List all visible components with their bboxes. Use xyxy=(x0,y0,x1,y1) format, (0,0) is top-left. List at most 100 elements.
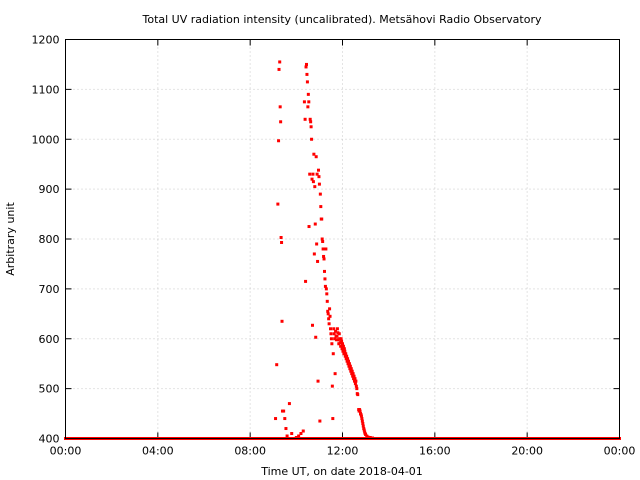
data-point xyxy=(317,182,321,186)
data-point xyxy=(285,434,289,438)
y-tick-label: 500 xyxy=(39,383,60,396)
data-point xyxy=(330,342,334,346)
data-points xyxy=(64,60,621,440)
y-tick-label: 400 xyxy=(39,433,60,446)
x-tick-label: 04:00 xyxy=(142,445,174,458)
y-tick-label: 1100 xyxy=(32,83,60,96)
data-point xyxy=(325,299,329,303)
data-point xyxy=(354,379,358,383)
data-point xyxy=(341,344,345,348)
data-point xyxy=(304,62,308,66)
data-point xyxy=(321,247,325,251)
data-point xyxy=(339,344,343,348)
data-point xyxy=(274,417,278,421)
data-point xyxy=(301,429,305,433)
data-point xyxy=(333,337,337,341)
data-point xyxy=(313,222,317,226)
data-point xyxy=(355,387,359,391)
data-point xyxy=(283,417,287,421)
data-point xyxy=(347,362,351,366)
data-point xyxy=(276,202,280,206)
data-point xyxy=(326,312,330,316)
data-point xyxy=(362,428,366,432)
data-point xyxy=(307,100,311,104)
y-tick-label: 800 xyxy=(39,233,60,246)
data-point xyxy=(337,332,341,336)
data-point xyxy=(345,354,349,358)
data-point xyxy=(328,314,332,318)
data-point xyxy=(360,419,364,423)
data-point xyxy=(316,259,320,263)
data-point xyxy=(287,402,291,406)
x-axis-label: Time UT, on date 2018-04-01 xyxy=(260,465,423,478)
data-point xyxy=(350,369,354,373)
data-point xyxy=(326,309,330,313)
data-point xyxy=(351,372,355,376)
data-point xyxy=(320,237,324,241)
data-point xyxy=(340,347,344,351)
data-point xyxy=(342,352,346,356)
data-point xyxy=(279,120,283,124)
data-point xyxy=(284,427,288,431)
data-point xyxy=(340,339,344,343)
x-tick-label: 00:00 xyxy=(604,445,636,458)
data-point xyxy=(333,372,337,376)
data-point xyxy=(331,417,335,421)
data-point xyxy=(366,435,370,439)
data-point xyxy=(279,236,283,240)
data-point xyxy=(346,357,350,361)
data-point xyxy=(314,335,318,339)
x-tick-label: 20:00 xyxy=(511,445,543,458)
y-tick-label: 600 xyxy=(39,333,60,346)
y-tick-label: 900 xyxy=(39,183,60,196)
x-tick-labels: 00:00 04:00 08:00 12:00 16:00 20:00 00:00 xyxy=(50,445,636,458)
data-point xyxy=(312,152,316,156)
data-point xyxy=(332,332,336,336)
data-point xyxy=(335,334,339,338)
y-tick-label: 1200 xyxy=(32,34,60,47)
data-point xyxy=(299,432,303,436)
data-point xyxy=(353,377,357,381)
data-point xyxy=(352,374,356,378)
data-point xyxy=(347,359,351,363)
data-point xyxy=(312,252,316,256)
data-point xyxy=(322,254,326,258)
data-point xyxy=(294,436,298,440)
data-point xyxy=(330,384,334,388)
data-point xyxy=(275,363,279,367)
data-point xyxy=(331,352,335,356)
data-point xyxy=(311,180,315,184)
data-point xyxy=(290,432,294,436)
data-point xyxy=(305,72,309,76)
data-point xyxy=(308,117,312,121)
data-point xyxy=(306,92,310,96)
data-point xyxy=(322,269,326,273)
data-point xyxy=(311,172,315,176)
data-point xyxy=(328,307,332,311)
data-point xyxy=(358,409,362,413)
data-point xyxy=(342,347,346,351)
data-point xyxy=(349,367,353,371)
data-point xyxy=(280,240,284,244)
data-point xyxy=(315,242,319,246)
data-point xyxy=(334,338,338,342)
data-point xyxy=(277,139,281,143)
data-point xyxy=(302,100,306,104)
data-point xyxy=(329,332,333,336)
data-point xyxy=(297,434,301,438)
data-point xyxy=(320,217,324,221)
data-point xyxy=(313,185,317,189)
data-point xyxy=(319,205,323,209)
data-point xyxy=(308,172,312,176)
data-point xyxy=(353,382,357,386)
data-point xyxy=(341,349,345,353)
data-point xyxy=(323,277,327,281)
data-point xyxy=(348,364,352,368)
data-point xyxy=(329,337,333,341)
data-point xyxy=(344,352,348,356)
x-tick-label: 16:00 xyxy=(419,445,451,458)
data-point xyxy=(318,419,322,423)
y-tick-labels: 400 500 600 700 800 900 1000 1100 1200 xyxy=(32,34,60,446)
data-point xyxy=(310,177,314,181)
